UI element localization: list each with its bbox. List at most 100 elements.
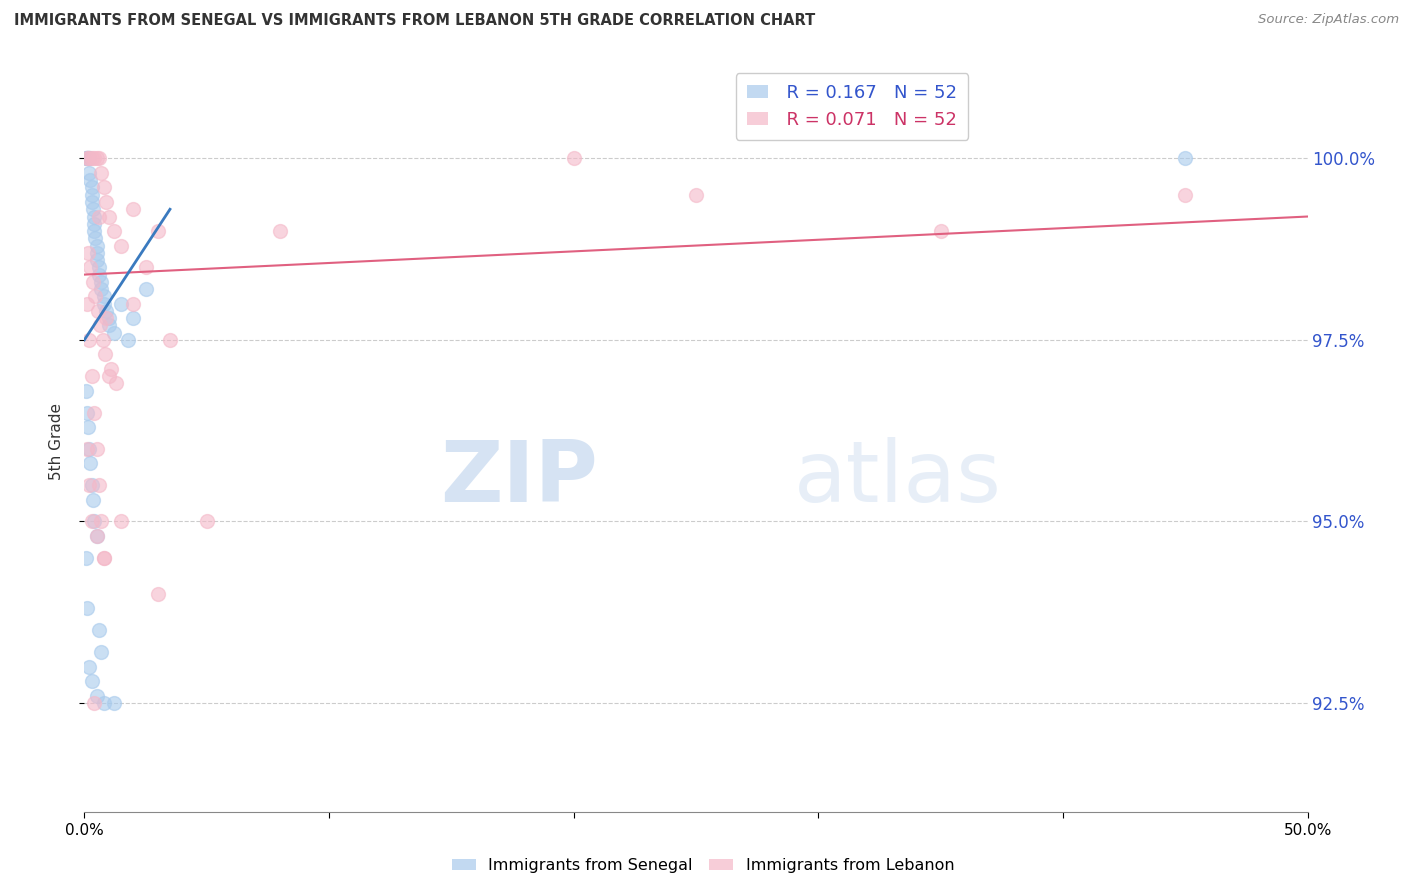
Point [80, 369, 103, 384]
Point [86, 442, 108, 456]
Point [91, 333, 114, 347]
Point [79, 456, 101, 470]
Y-axis label: 5th Grade: 5th Grade [49, 403, 63, 480]
Point [135, 260, 157, 275]
Point [90, 282, 112, 296]
Point [86, 152, 108, 166]
Point [76, 601, 98, 615]
Point [93, 296, 115, 310]
Point [83, 152, 105, 166]
Point [122, 202, 145, 217]
Point [86, 529, 108, 543]
Point [77, 152, 100, 166]
Point [159, 333, 181, 347]
Point [77, 333, 100, 347]
Point [96, 304, 118, 318]
Point [103, 696, 125, 710]
Point [77, 152, 100, 166]
Point [562, 152, 585, 166]
Point [93, 180, 115, 194]
Point [1174, 152, 1197, 166]
Point [77, 478, 100, 492]
Point [83, 696, 105, 710]
Point [146, 224, 169, 238]
Point [195, 515, 218, 529]
Point [94, 347, 117, 361]
Point [93, 550, 115, 565]
Point [87, 304, 110, 318]
Point [90, 515, 112, 529]
Point [97, 311, 120, 326]
Point [76, 442, 98, 456]
Point [75, 550, 97, 565]
Point [87, 152, 110, 166]
Point [89, 318, 111, 333]
Point [110, 296, 132, 310]
Point [83, 405, 105, 419]
Point [93, 696, 115, 710]
Point [80, 194, 103, 209]
Point [110, 515, 132, 529]
Point [100, 362, 122, 376]
Point [84, 289, 107, 303]
Point [122, 296, 145, 310]
Point [146, 587, 169, 601]
Point [103, 224, 125, 238]
Point [86, 529, 108, 543]
Text: 0.0%: 0.0% [65, 822, 104, 838]
Point [77, 166, 100, 180]
Point [80, 180, 103, 194]
Point [77, 152, 100, 166]
Point [135, 282, 157, 296]
Text: IMMIGRANTS FROM SENEGAL VS IMMIGRANTS FROM LEBANON 5TH GRADE CORRELATION CHART: IMMIGRANTS FROM SENEGAL VS IMMIGRANTS FR… [14, 13, 815, 29]
Point [86, 245, 108, 260]
Point [84, 231, 107, 245]
Point [90, 166, 112, 180]
Legend:   R = 0.167   N = 52,   R = 0.071   N = 52: R = 0.167 N = 52, R = 0.071 N = 52 [735, 73, 969, 140]
Point [76, 152, 98, 166]
Point [87, 268, 110, 282]
Point [83, 515, 105, 529]
Point [97, 318, 120, 333]
Point [77, 245, 100, 260]
Point [87, 624, 110, 638]
Point [97, 210, 120, 224]
Point [82, 275, 104, 289]
Point [80, 152, 103, 166]
Point [117, 333, 139, 347]
Point [77, 442, 100, 456]
Point [80, 478, 103, 492]
Text: atlas: atlas [794, 437, 1002, 520]
Point [77, 420, 100, 434]
Point [93, 550, 115, 565]
Point [269, 224, 291, 238]
Point [77, 152, 100, 166]
Point [83, 210, 105, 224]
Point [929, 224, 952, 238]
Point [90, 645, 112, 659]
Point [82, 202, 104, 217]
Point [87, 478, 110, 492]
Point [79, 173, 101, 187]
Point [87, 210, 110, 224]
Point [105, 376, 128, 391]
Point [76, 152, 98, 166]
Text: 50.0%: 50.0% [1284, 822, 1331, 838]
Point [103, 326, 125, 340]
Point [97, 369, 120, 384]
Point [82, 492, 104, 507]
Point [86, 689, 108, 703]
Point [1174, 187, 1197, 202]
Point [79, 260, 101, 275]
Point [93, 289, 115, 303]
Point [96, 311, 118, 326]
Point [77, 659, 100, 673]
Point [80, 187, 103, 202]
Point [75, 384, 97, 398]
Point [76, 152, 98, 166]
Point [87, 260, 110, 275]
Point [80, 515, 103, 529]
Point [96, 194, 118, 209]
Text: ZIP: ZIP [440, 437, 598, 520]
Point [685, 187, 707, 202]
